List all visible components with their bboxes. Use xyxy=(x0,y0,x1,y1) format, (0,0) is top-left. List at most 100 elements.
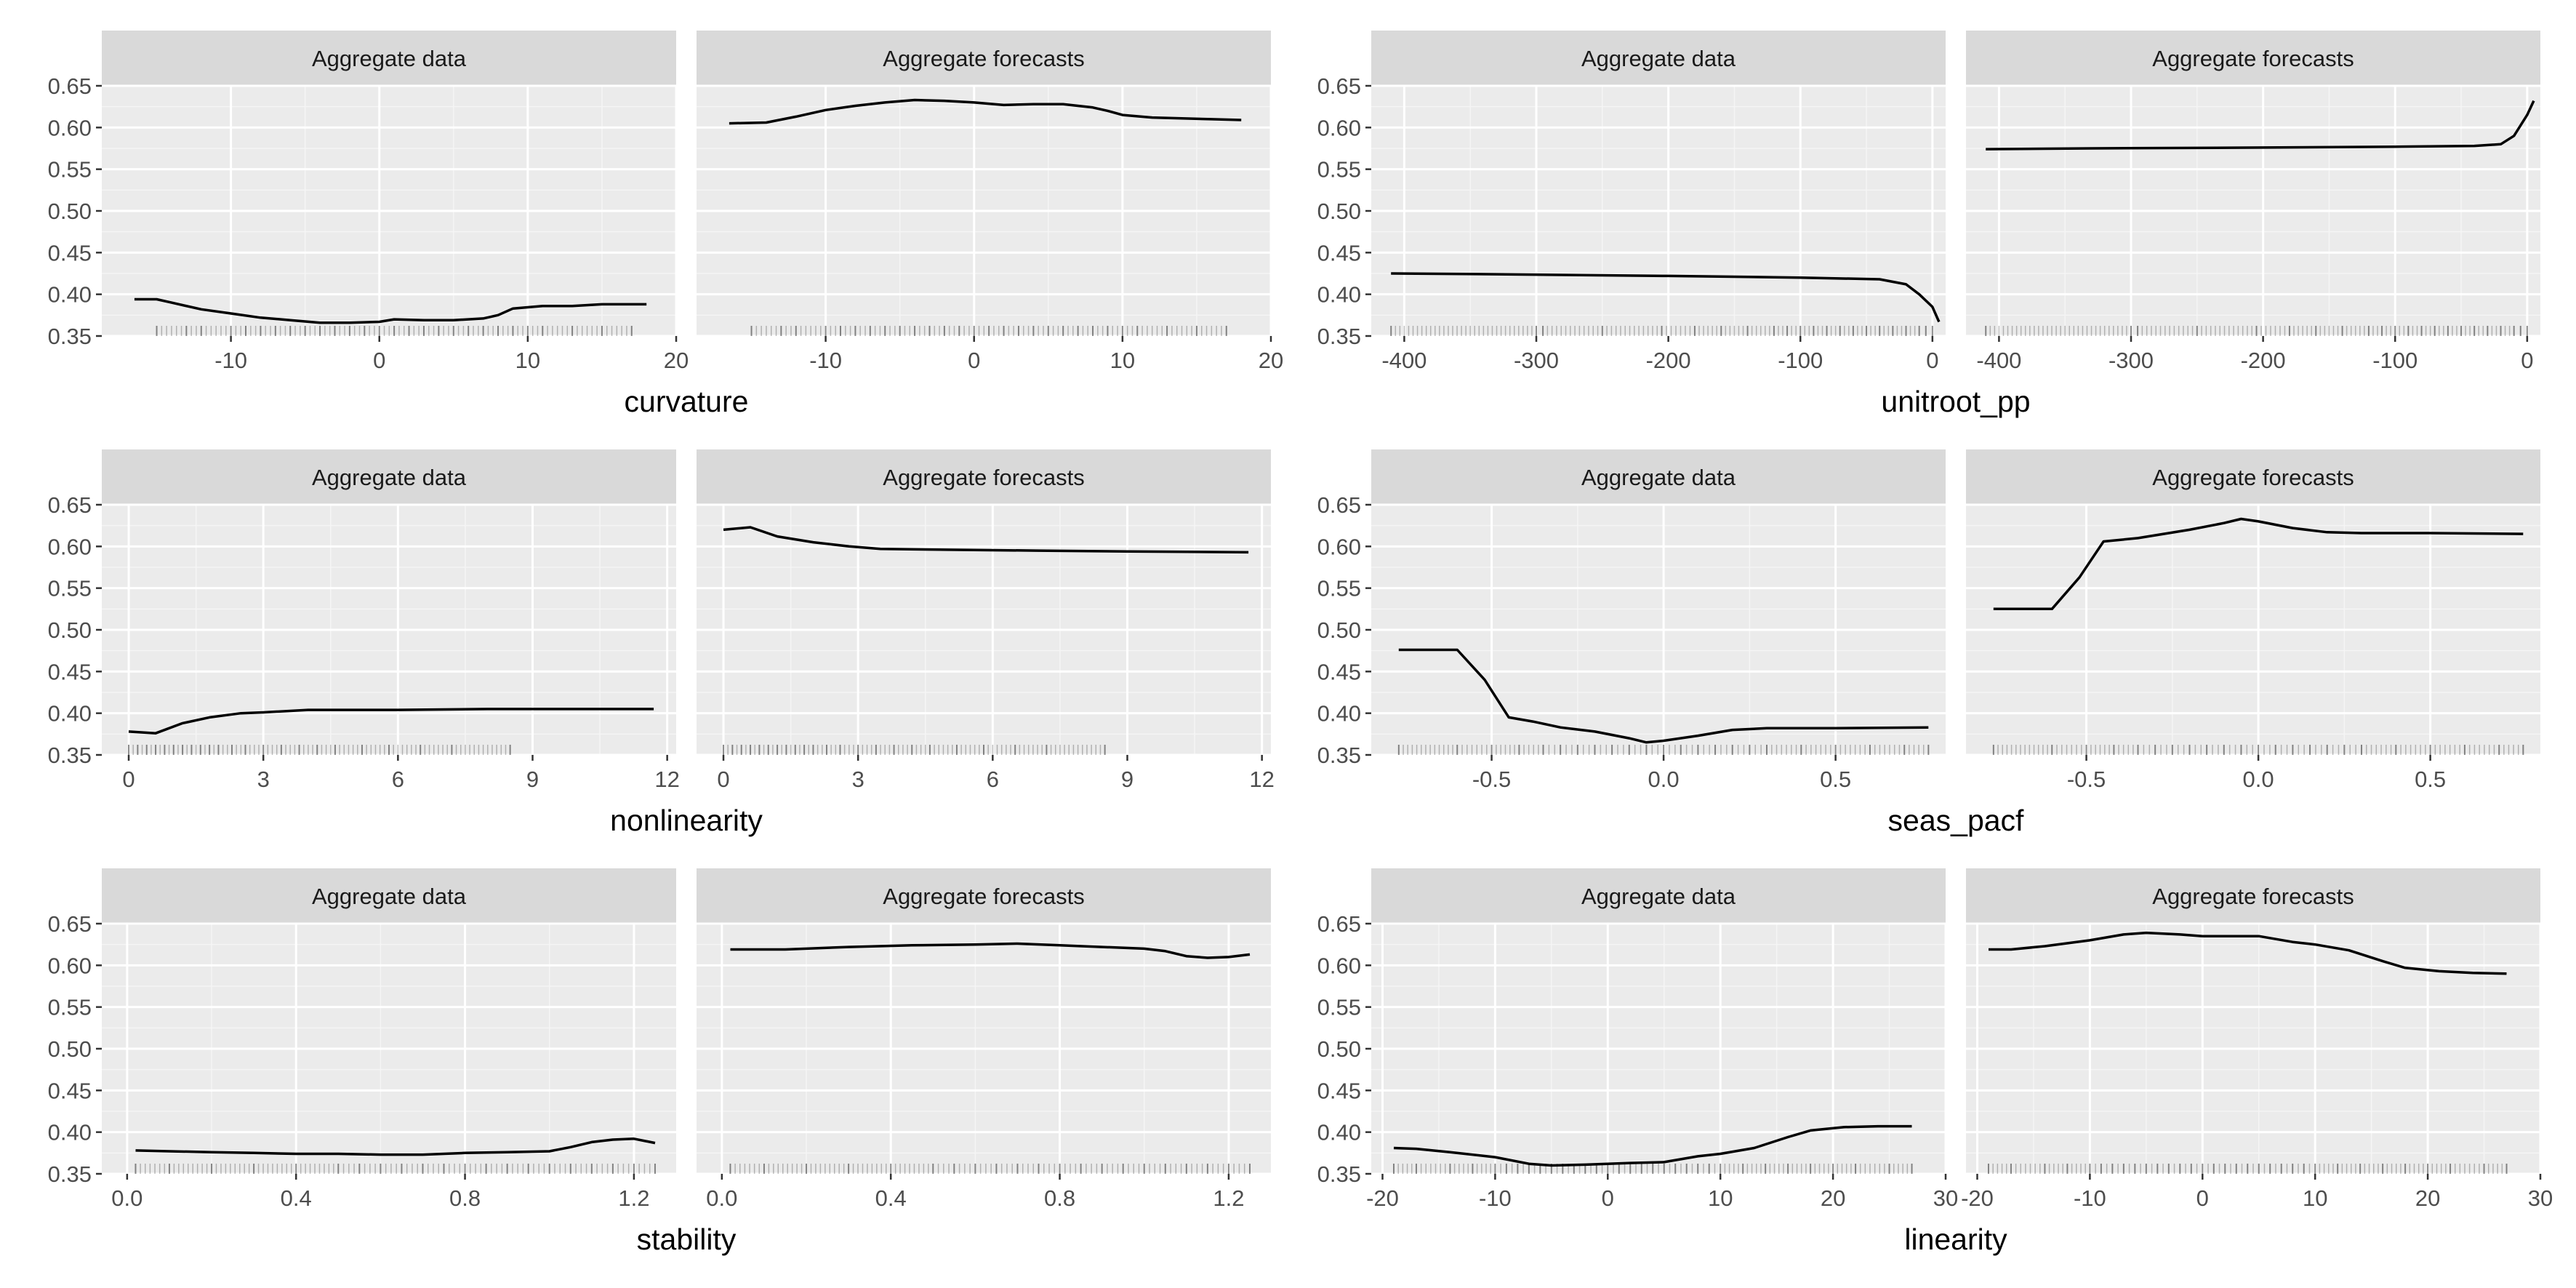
facet-strip xyxy=(1371,868,1946,924)
facet-strip xyxy=(1371,449,1946,505)
x-tick-label: 0 xyxy=(1602,1185,1614,1211)
y-tick-label: 0.60 xyxy=(48,953,92,978)
facet-strip xyxy=(697,31,1271,86)
partial-dependence-line xyxy=(730,942,1251,959)
partial-dependence-line xyxy=(128,708,654,735)
panel-aggregate-forecasts: Aggregate forecasts 0.0 0.4 0.8 1.2 xyxy=(697,868,1271,1211)
x-tick-label: 30 xyxy=(2528,1185,2553,1211)
y-tick-label: 0.45 xyxy=(1317,1078,1361,1103)
y-tick-label: 0.45 xyxy=(48,240,92,265)
x-tick-label: 0.5 xyxy=(1820,767,1851,792)
panel-aggregate-data: Aggregate data -20 -10 0 10 20 30 xyxy=(1366,868,1958,1211)
y-tick-label: 0.55 xyxy=(1317,995,1361,1020)
partial-dependence-line xyxy=(1993,517,2524,611)
panel-aggregate-forecasts: Aggregate forecasts 0 3 6 9 12 xyxy=(697,449,1275,792)
x-tick-label: 10 xyxy=(1708,1185,1733,1211)
facet-strip-label: Aggregate forecasts xyxy=(883,884,1084,909)
x-tick-label: 6 xyxy=(987,767,999,792)
y-tick-label: 0.50 xyxy=(1317,1036,1361,1062)
x-tick-label: 9 xyxy=(1121,767,1133,792)
y-tick-label: 0.45 xyxy=(1317,659,1361,684)
panel-aggregate-data: Aggregate data 0.0 0.4 0.8 1.2 xyxy=(102,868,676,1211)
x-axis-title: unitroot_pp xyxy=(1881,385,2030,418)
x-tick-label: 12 xyxy=(654,767,679,792)
x-tick-label: 10 xyxy=(2303,1185,2327,1211)
partial-dependence-line xyxy=(1986,100,2535,151)
x-axis-title: stability xyxy=(637,1223,737,1256)
y-tick-label: 0.55 xyxy=(48,995,92,1020)
x-tick-label: 12 xyxy=(1249,767,1274,792)
x-tick-label: -10 xyxy=(1479,1185,1512,1211)
x-tick-label: -0.5 xyxy=(1472,767,1511,792)
facet-strip xyxy=(1966,31,2540,86)
x-tick-label: 0.0 xyxy=(111,1185,143,1211)
facet-strip xyxy=(102,868,676,924)
x-tick-label: -10 xyxy=(809,348,842,373)
y-tick-label: 0.65 xyxy=(1317,73,1361,99)
x-tick-label: -10 xyxy=(2074,1185,2106,1211)
y-tick-label: 0.35 xyxy=(48,743,92,768)
y-tick-label: 0.50 xyxy=(48,199,92,224)
y-tick-label: 0.60 xyxy=(48,534,92,559)
y-tick-label: 0.40 xyxy=(1317,701,1361,727)
x-axis-title: curvature xyxy=(625,385,749,418)
facet-group-curvature: 0.35 0.40 0.45 0.50 0.55 0.60 0.65 Aggregate da… xyxy=(48,31,1283,418)
x-axis-title: nonlinearity xyxy=(610,804,763,837)
x-axis-title: seas_pacf xyxy=(1888,804,2025,837)
y-tick-label: 0.40 xyxy=(48,701,92,727)
x-tick-label: 0.8 xyxy=(1044,1185,1075,1211)
panel-aggregate-data: Aggregate data 0 3 6 9 12 xyxy=(102,449,680,792)
panel-aggregate-forecasts: Aggregate forecasts -10 0 10 20 xyxy=(697,31,1283,373)
x-tick-label: -20 xyxy=(1366,1185,1399,1211)
facet-strip-label: Aggregate forecasts xyxy=(883,465,1084,490)
x-tick-label: 3 xyxy=(852,767,864,792)
x-tick-label: 6 xyxy=(392,767,404,792)
y-tick-label: 0.40 xyxy=(1317,282,1361,308)
x-tick-label: 0.4 xyxy=(875,1185,907,1211)
facet-group-nonlinearity: 0.35 0.40 0.45 0.50 0.55 0.60 0.65 Aggregate da… xyxy=(48,449,1275,837)
x-tick-label: 0 xyxy=(968,348,980,373)
x-tick-label: 3 xyxy=(257,767,270,792)
facet-group-seas_pacf: 0.35 0.40 0.45 0.50 0.55 0.60 0.65 Aggregate da… xyxy=(1317,449,2540,837)
y-tick-label: 0.40 xyxy=(48,1120,92,1145)
y-tick-label: 0.45 xyxy=(48,659,92,684)
x-tick-label: -400 xyxy=(1381,348,1427,373)
x-tick-label: 0.5 xyxy=(2415,767,2446,792)
facet-group-unitroot_pp: 0.35 0.40 0.45 0.50 0.55 0.60 0.65 Aggregate da… xyxy=(1317,31,2540,418)
x-tick-label: -300 xyxy=(1514,348,1559,373)
facet-strip xyxy=(1966,449,2540,505)
x-tick-label: 0.0 xyxy=(706,1185,737,1211)
x-tick-label: 1.2 xyxy=(1213,1185,1244,1211)
x-tick-label: 0.4 xyxy=(281,1185,312,1211)
facet-strip-label: Aggregate data xyxy=(312,884,467,909)
x-tick-label: -200 xyxy=(1646,348,1691,373)
partial-dependence-line xyxy=(135,1137,656,1156)
partial-dependence-line xyxy=(134,297,647,324)
facet-strip xyxy=(697,868,1271,924)
x-tick-label: -200 xyxy=(2241,348,2286,373)
panel-aggregate-data: Aggregate data -0.5 0.0 0.5 xyxy=(1371,449,1946,792)
panel-aggregate-data: Aggregate data -10 0 10 20 xyxy=(102,31,689,373)
partial-dependence-line xyxy=(723,526,1249,554)
facet-strip-label: Aggregate forecasts xyxy=(2152,46,2354,71)
partial-dependence-line xyxy=(729,98,1242,125)
x-tick-label: -100 xyxy=(1778,348,1823,373)
y-tick-label: 0.35 xyxy=(1317,1161,1361,1187)
x-tick-label: 9 xyxy=(526,767,539,792)
panel-aggregate-data: Aggregate data -400 -300 -200 -100 0 xyxy=(1371,31,1946,373)
x-tick-label: -300 xyxy=(2108,348,2154,373)
partial-dependence-line xyxy=(1393,1124,1912,1167)
y-tick-label: 0.60 xyxy=(1317,534,1361,559)
y-tick-label: 0.65 xyxy=(48,492,92,518)
panel-aggregate-forecasts: Aggregate forecasts -0.5 0.0 0.5 xyxy=(1966,449,2540,792)
partial-dependence-line xyxy=(1391,272,1941,323)
x-tick-label: 0 xyxy=(122,767,135,792)
partial-dependence-line xyxy=(1398,648,1929,744)
y-tick-label: 0.50 xyxy=(48,1036,92,1062)
facet-strip xyxy=(1371,31,1946,86)
y-tick-label: 0.50 xyxy=(1317,617,1361,643)
y-tick-label: 0.55 xyxy=(1317,576,1361,601)
facet-strip-label: Aggregate forecasts xyxy=(2152,884,2354,909)
